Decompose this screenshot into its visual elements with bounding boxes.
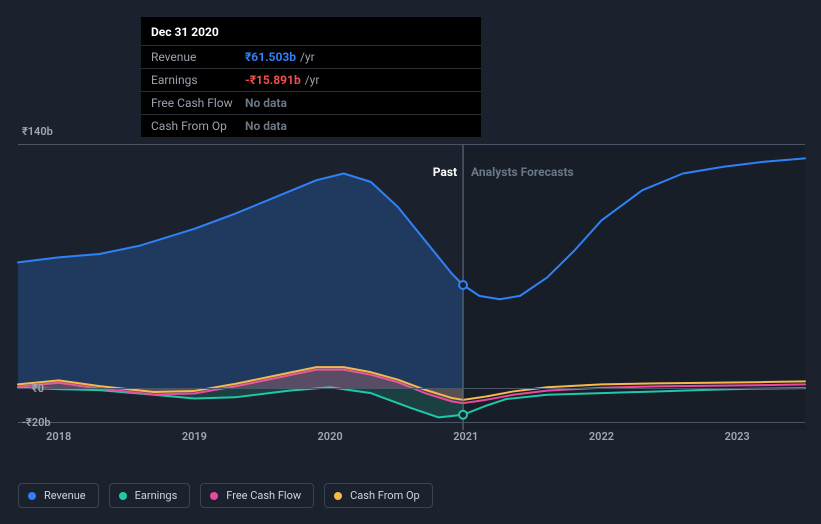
tooltip-value: No data xyxy=(245,96,287,110)
legend-item-earnings[interactable]: Earnings xyxy=(109,483,191,508)
plot-area[interactable]: Past Analysts Forecasts ₹0 -₹20b 2018201… xyxy=(18,144,805,430)
tooltip-value: ₹61.503b xyxy=(245,50,296,64)
tooltip-row: Revenue₹61.503b/yr xyxy=(141,45,481,68)
x-axis-label: 2022 xyxy=(589,430,614,443)
tooltip-key: Revenue xyxy=(151,50,245,64)
tooltip-value: No data xyxy=(245,119,287,133)
financials-chart: ₹140b Past Analysts Forecasts ₹0 -₹20b 2… xyxy=(18,128,805,450)
tooltip-unit: /yr xyxy=(305,73,320,87)
gridline-neg20 xyxy=(18,422,805,423)
x-axis-label: 2021 xyxy=(453,430,478,443)
legend-dot-icon xyxy=(334,492,342,500)
legend-label: Free Cash Flow xyxy=(226,489,301,502)
y-axis-label-140: ₹140b xyxy=(22,125,53,138)
tooltip-row: Free Cash FlowNo data xyxy=(141,91,481,114)
legend-label: Earnings xyxy=(135,489,178,502)
legend-label: Revenue xyxy=(44,489,86,502)
tooltip-key: Free Cash Flow xyxy=(151,96,245,110)
chart-legend: Revenue Earnings Free Cash Flow Cash From O… xyxy=(18,483,433,508)
chart-tooltip: Dec 31 2020 Revenue₹61.503b/yrEarnings-₹… xyxy=(141,17,481,137)
tooltip-unit: /yr xyxy=(300,50,315,64)
y-axis-label-neg20: -₹20b xyxy=(22,416,51,429)
past-region-label: Past xyxy=(433,165,457,179)
tooltip-key: Earnings xyxy=(151,73,245,87)
tooltip-row: Cash From OpNo data xyxy=(141,114,481,137)
tooltip-value: -₹15.891b xyxy=(245,73,301,87)
legend-dot-icon xyxy=(119,492,127,500)
x-axis-label: 2023 xyxy=(725,430,750,443)
gridline-zero xyxy=(18,388,805,389)
legend-item-cfo[interactable]: Cash From Op xyxy=(324,483,433,508)
legend-item-fcf[interactable]: Free Cash Flow xyxy=(200,483,314,508)
x-axis-label: 2020 xyxy=(318,430,343,443)
tooltip-title: Dec 31 2020 xyxy=(141,17,481,45)
legend-dot-icon xyxy=(210,492,218,500)
x-axis-label: 2018 xyxy=(46,430,71,443)
legend-label: Cash From Op xyxy=(350,489,420,502)
forecast-region-label: Analysts Forecasts xyxy=(471,165,574,179)
x-axis-label: 2019 xyxy=(182,430,207,443)
tooltip-row: Earnings-₹15.891b/yr xyxy=(141,68,481,91)
y-axis-label-0: ₹0 xyxy=(32,382,44,395)
x-axis: 2018 2019 2020 2021 2022 2023 xyxy=(18,430,805,444)
legend-dot-icon xyxy=(28,492,36,500)
legend-item-revenue[interactable]: Revenue xyxy=(18,483,99,508)
tooltip-key: Cash From Op xyxy=(151,119,245,133)
